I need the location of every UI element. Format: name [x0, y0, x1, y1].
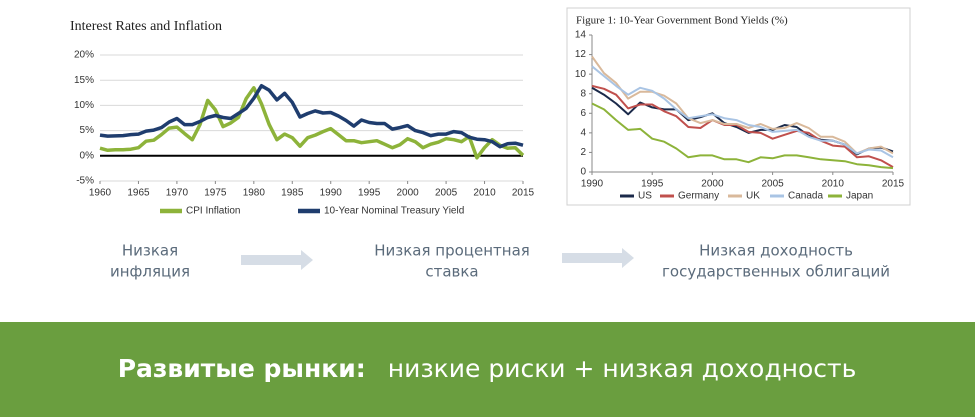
- y-tick-label: 10: [575, 69, 587, 80]
- y-tick-label: 14: [575, 30, 587, 41]
- y-tick-label: 15%: [74, 75, 94, 86]
- x-tick-label: 2015: [882, 179, 905, 190]
- legend-label: Japan: [846, 191, 873, 202]
- banner-rest: низкие риски + низкая доходность: [388, 354, 857, 383]
- x-tick-label: 1970: [166, 188, 189, 199]
- legend-label: Canada: [788, 191, 823, 202]
- series-line: [99, 83, 524, 149]
- banner: [0, 322, 975, 417]
- flow-text: государственных облигаций: [662, 263, 890, 281]
- legend-label: UK: [746, 191, 760, 202]
- chart-title: Interest Rates and Inflation: [70, 19, 222, 34]
- y-tick-label: 12: [575, 49, 587, 60]
- series-line: [591, 84, 894, 168]
- chart-title: Figure 1: 10-Year Government Bond Yields…: [576, 15, 788, 27]
- flow-text: ставка: [425, 263, 478, 281]
- banner-bold: Развитые рынки:: [118, 354, 366, 383]
- flow-text: Низкая: [122, 242, 178, 260]
- x-tick-label: 2005: [761, 179, 784, 190]
- x-tick-label: 1980: [243, 188, 266, 199]
- x-tick-label: 2000: [397, 188, 420, 199]
- x-tick-label: 2015: [512, 188, 535, 199]
- y-tick-label: 10%: [74, 100, 94, 111]
- banner-text: Развитые рынки: низкие риски + низкая дох…: [118, 354, 857, 383]
- y-tick-label: 8: [580, 88, 586, 99]
- y-tick-label: 2: [580, 147, 586, 158]
- x-tick-label: 1990: [581, 179, 604, 190]
- series-line: [591, 55, 894, 155]
- flow-text: Низкая доходность: [699, 242, 853, 260]
- legend-label: US: [638, 191, 652, 202]
- x-tick-label: 2010: [473, 188, 496, 199]
- x-tick-label: 1975: [204, 188, 227, 199]
- y-tick-label: 20%: [74, 50, 94, 61]
- x-tick-label: 1995: [641, 179, 664, 190]
- x-tick-label: 2010: [822, 179, 845, 190]
- flow-text: Низкая процентная: [374, 242, 530, 260]
- y-tick-label: 0%: [80, 150, 95, 161]
- x-tick-label: 1990: [320, 188, 343, 199]
- series-line: [591, 65, 894, 159]
- y-tick-label: 6: [580, 108, 586, 119]
- legend-label: 10-Year Nominal Treasury Yield: [324, 206, 464, 217]
- y-tick-label: 4: [580, 127, 586, 138]
- x-tick-label: 2000: [701, 179, 724, 190]
- legend-label: CPI Inflation: [186, 206, 240, 217]
- arrow: [241, 250, 313, 270]
- x-tick-label: 1985: [281, 188, 304, 199]
- y-tick-label: -5%: [76, 176, 94, 187]
- y-tick-label: 0: [580, 167, 586, 178]
- x-tick-label: 1965: [127, 188, 150, 199]
- series-line: [99, 86, 525, 160]
- flow-text: инфляция: [110, 263, 190, 281]
- x-tick-label: 1995: [358, 188, 381, 199]
- x-tick-label: 2005: [435, 188, 458, 199]
- arrow: [562, 248, 634, 268]
- legend-label: Germany: [678, 191, 719, 202]
- series-line: [591, 102, 894, 170]
- y-tick-label: 5%: [80, 125, 95, 136]
- x-tick-label: 1960: [89, 188, 112, 199]
